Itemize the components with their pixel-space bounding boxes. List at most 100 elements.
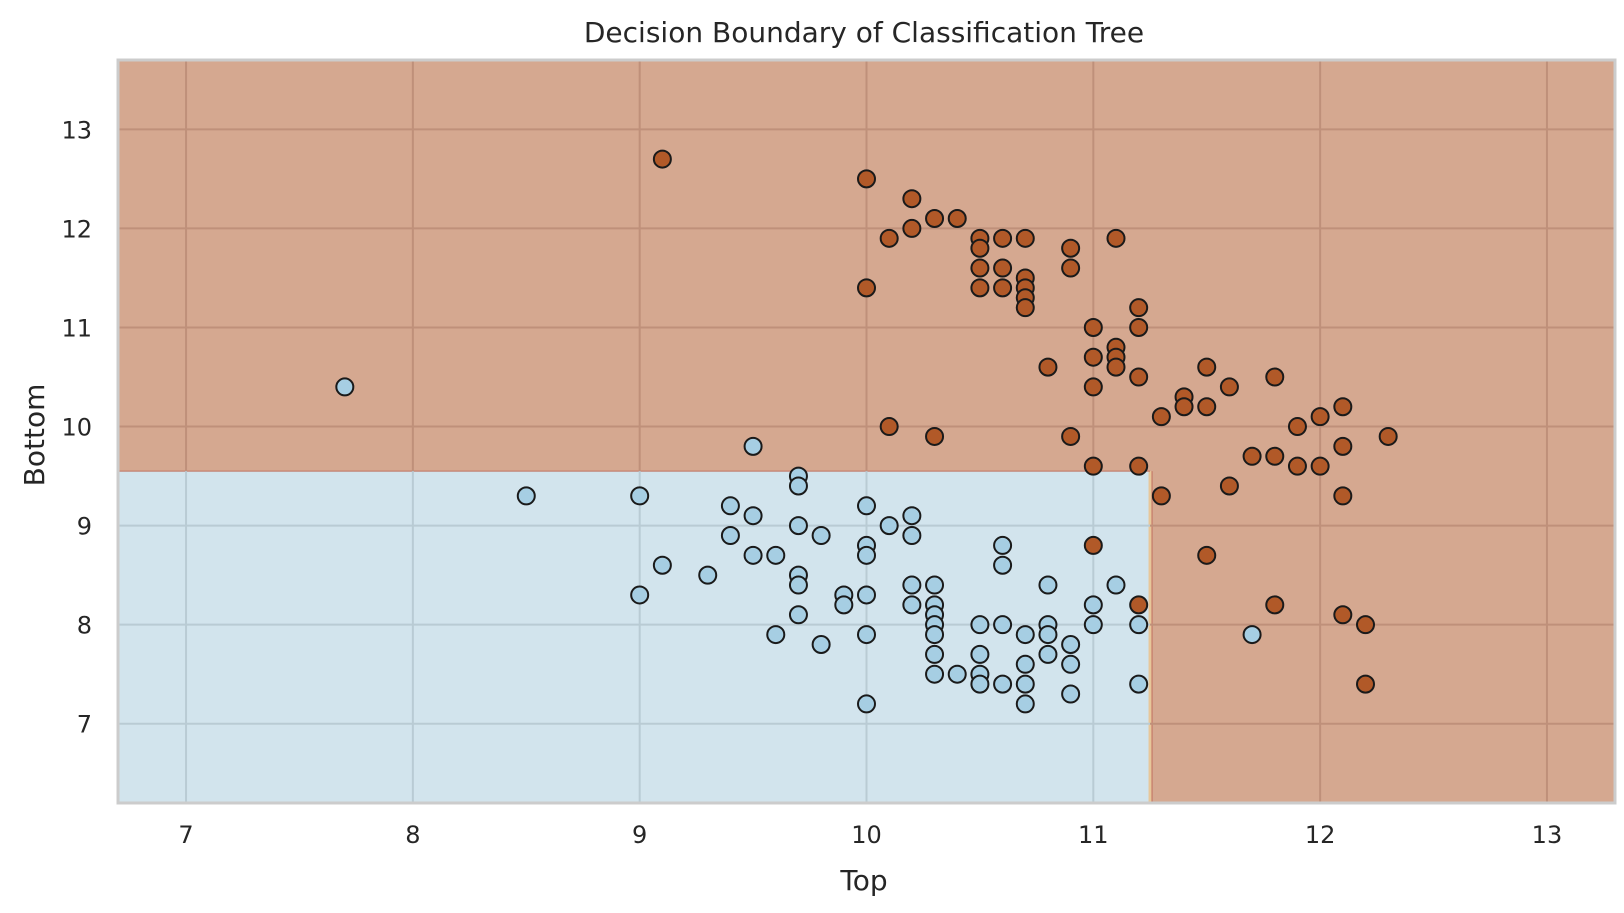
class-1-point — [1151, 486, 1171, 506]
class-0-point — [857, 694, 876, 714]
class-1-point — [1333, 605, 1353, 625]
class-1-point — [970, 278, 990, 298]
class-0-point — [857, 496, 876, 516]
class-0-point — [902, 506, 922, 526]
class-0-point — [1015, 654, 1035, 674]
class-0-point — [1061, 654, 1081, 674]
class-1-point — [970, 258, 990, 278]
class-1-point — [1151, 407, 1171, 427]
class-0-point — [1015, 694, 1035, 714]
class-0-region — [118, 471, 1151, 803]
class-0-point — [630, 585, 650, 605]
class-1-point — [925, 209, 945, 229]
class-1-point — [1083, 535, 1103, 555]
class-1-point — [1333, 486, 1353, 506]
class-1-point — [947, 209, 967, 229]
class-1-point — [1265, 367, 1285, 387]
x-tick-label: 7 — [178, 821, 193, 849]
class-0-point — [335, 377, 355, 397]
class-1-point — [1083, 456, 1103, 476]
class-0-point — [902, 526, 922, 546]
y-tick-label: 10 — [61, 414, 92, 442]
class-1-point — [970, 238, 990, 258]
class-1-point — [1038, 357, 1058, 377]
class-0-point — [970, 644, 990, 664]
class-1-point — [925, 426, 945, 446]
class-0-point — [720, 496, 740, 516]
class-0-point — [1038, 575, 1058, 595]
class-1-point — [1174, 397, 1194, 417]
class-0-point — [743, 506, 763, 526]
y-tick-label: 8 — [77, 612, 92, 640]
x-tick-label: 8 — [405, 821, 420, 849]
class-1-point — [1219, 476, 1239, 496]
class-1-point — [857, 278, 876, 298]
class-1-point — [1265, 446, 1285, 466]
class-0-point — [993, 535, 1013, 555]
class-0-point — [1129, 674, 1149, 694]
class-0-point — [834, 595, 854, 615]
class-1-point — [1083, 317, 1103, 337]
class-0-point — [743, 436, 763, 456]
class-1-point — [1197, 545, 1217, 565]
class-1-point — [1129, 456, 1149, 476]
class-0-point — [993, 674, 1013, 694]
class-0-point — [1083, 595, 1103, 615]
class-1-point — [1015, 228, 1035, 248]
class-0-point — [993, 615, 1013, 635]
class-0-point — [970, 674, 990, 694]
y-axis-label: Bottom — [18, 384, 51, 487]
class-0-point — [1106, 575, 1126, 595]
class-0-point — [947, 664, 967, 684]
class-1-point — [1129, 367, 1149, 387]
class-0-point — [857, 625, 876, 645]
class-0-point — [970, 615, 990, 635]
class-1-point — [1378, 426, 1398, 446]
class-0-point — [925, 625, 945, 645]
x-tick-label: 10 — [851, 821, 882, 849]
x-tick-label: 12 — [1305, 821, 1336, 849]
x-tick-label: 9 — [632, 821, 647, 849]
class-1-point — [1061, 238, 1081, 258]
class-0-point — [925, 644, 945, 664]
x-axis-label: Top — [839, 864, 887, 897]
class-0-point — [1061, 634, 1081, 654]
plot-area: 7 8 9 10 11 12 13 7 8 9 10 11 12 13 — [61, 58, 1617, 849]
class-0-point — [1015, 625, 1035, 645]
class-1-point — [1333, 397, 1353, 417]
class-1-point — [1106, 228, 1126, 248]
class-0-point — [788, 605, 808, 625]
class-0-point — [766, 625, 786, 645]
class-0-point — [788, 516, 808, 536]
class-0-point — [698, 565, 718, 585]
class-1-point — [1129, 595, 1149, 615]
class-1-point — [1265, 595, 1285, 615]
class-1-point — [1106, 357, 1126, 377]
class-1-point — [993, 258, 1013, 278]
class-0-point — [1015, 674, 1035, 694]
class-0-point — [788, 575, 808, 595]
class-0-point — [902, 595, 922, 615]
class-0-point — [925, 664, 945, 684]
class-0-point — [766, 545, 786, 565]
class-1-point — [993, 278, 1013, 298]
y-tick-label: 13 — [61, 116, 92, 144]
class-1-point — [902, 189, 922, 209]
x-tick-label: 11 — [1078, 821, 1109, 849]
class-0-point — [879, 516, 899, 536]
class-0-point — [925, 575, 945, 595]
class-0-point — [630, 486, 650, 506]
class-1-point — [1333, 436, 1353, 456]
class-0-point — [902, 575, 922, 595]
class-0-point — [743, 545, 763, 565]
class-0-point — [652, 555, 672, 575]
y-tick-label: 12 — [61, 215, 92, 243]
class-0-point — [993, 555, 1013, 575]
class-0-point — [788, 476, 808, 496]
class-0-point — [811, 526, 831, 546]
class-0-point — [720, 526, 740, 546]
plot-frame — [116, 58, 1617, 805]
y-tick-label: 11 — [61, 314, 92, 342]
class-0-point — [1038, 644, 1058, 664]
